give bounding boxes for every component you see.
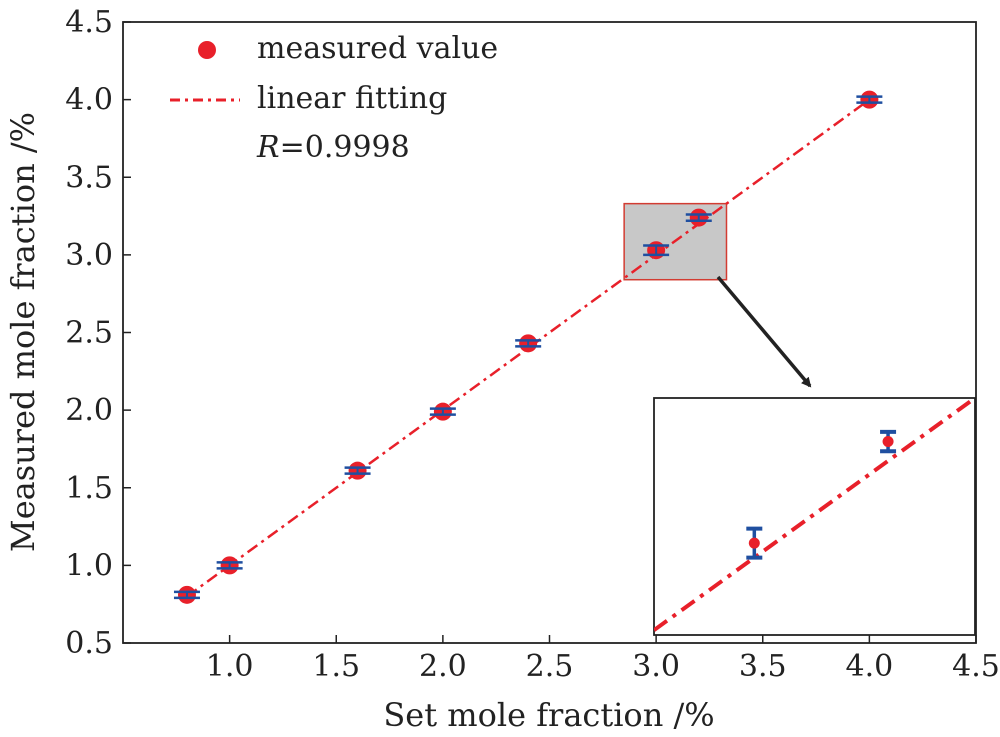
x-axis-title: Set mole fraction /% bbox=[383, 696, 714, 734]
data-point bbox=[429, 402, 456, 421]
y-axis-ticks: 0.5 1.0 1.5 2.0 2.5 3.0 3.5 4.0 4.5 bbox=[65, 5, 131, 661]
fit-line bbox=[186, 98, 871, 598]
inset-point-marker bbox=[882, 436, 894, 448]
inset-fit-line bbox=[654, 398, 975, 632]
data-point bbox=[685, 208, 712, 227]
inset-plot bbox=[653, 397, 976, 636]
x-tick-label: 1.5 bbox=[312, 649, 360, 684]
legend-label-measured: measured value bbox=[257, 31, 498, 66]
y-tick-label: 2.0 bbox=[65, 393, 113, 428]
y-tick-label: 1.5 bbox=[65, 471, 113, 506]
x-tick-label: 3.0 bbox=[632, 649, 680, 684]
data-point bbox=[515, 334, 542, 353]
legend: measured value linear fitting R=0.9998 bbox=[170, 31, 498, 165]
r-symbol: R bbox=[256, 130, 280, 165]
r-value: =0.9998 bbox=[280, 130, 410, 165]
data-point bbox=[856, 90, 883, 109]
x-tick-label: 2.0 bbox=[419, 649, 467, 684]
x-axis-ticks: 1.0 1.5 2.0 2.5 3.0 3.5 4.0 4.5 bbox=[206, 635, 1000, 684]
y-tick-label: 2.5 bbox=[65, 316, 113, 351]
data-point bbox=[173, 585, 200, 604]
zoom-arrow bbox=[716, 275, 812, 388]
y-axis-title: Measured mole fraction /% bbox=[4, 112, 42, 552]
inset-point-marker bbox=[748, 537, 760, 549]
y-tick-label: 4.5 bbox=[65, 5, 113, 40]
inset-data-point bbox=[880, 429, 897, 454]
y-tick-label: 3.5 bbox=[65, 160, 113, 195]
y-tick-label: 0.5 bbox=[65, 626, 113, 661]
inset-data-point bbox=[746, 526, 763, 560]
data-point bbox=[643, 241, 670, 260]
data-point bbox=[216, 556, 243, 575]
x-tick-label: 3.5 bbox=[739, 649, 787, 684]
x-tick-label: 1.0 bbox=[206, 649, 254, 684]
data-points bbox=[173, 90, 883, 604]
x-tick-label: 2.5 bbox=[526, 649, 574, 684]
r-value-annotation: R=0.9998 bbox=[256, 130, 410, 165]
legend-marker-measured bbox=[198, 41, 216, 59]
data-point bbox=[344, 461, 371, 480]
legend-label-fit: linear fitting bbox=[257, 81, 447, 116]
y-tick-label: 4.0 bbox=[65, 83, 113, 118]
y-tick-label: 1.0 bbox=[65, 548, 113, 583]
x-tick-label: 4.5 bbox=[952, 649, 1000, 684]
x-tick-label: 4.0 bbox=[846, 649, 894, 684]
y-tick-label: 3.0 bbox=[65, 238, 113, 273]
